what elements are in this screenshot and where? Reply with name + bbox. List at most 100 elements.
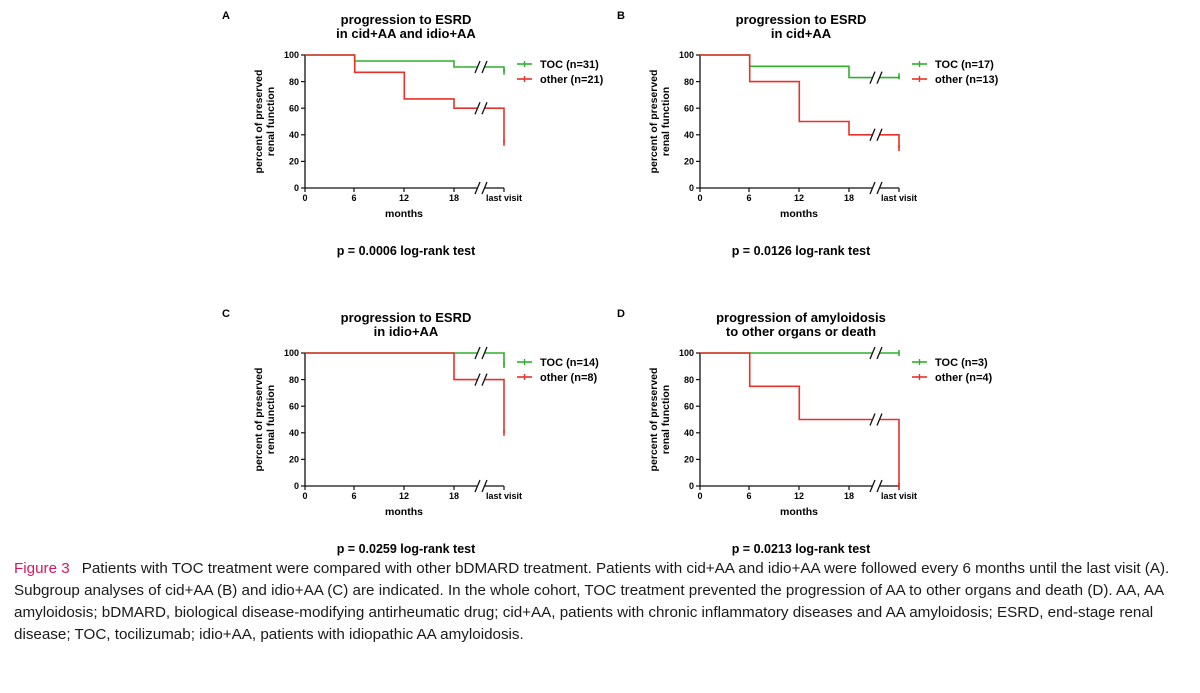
axis-break-mark bbox=[869, 71, 876, 84]
axis-break-mark bbox=[481, 346, 488, 360]
y-axis-label-line: renal function bbox=[265, 87, 277, 156]
y-tick-label: 60 bbox=[684, 103, 694, 113]
y-tick-label: 60 bbox=[289, 103, 299, 113]
y-tick-label: 20 bbox=[684, 157, 694, 167]
x-tick-label: 6 bbox=[351, 193, 356, 203]
legend-label-2: other (n=13) bbox=[935, 74, 999, 86]
panel-letter-b: B bbox=[617, 10, 625, 22]
y-tick-label: 0 bbox=[689, 183, 694, 193]
y-tick-label: 40 bbox=[289, 428, 299, 438]
panel-letter-d: D bbox=[617, 308, 625, 320]
y-tick-label: 20 bbox=[289, 455, 299, 465]
x-axis-label: months bbox=[780, 506, 818, 518]
series-line-2 bbox=[305, 352, 505, 433]
axis-break-gap bbox=[872, 131, 880, 138]
y-tick-label: 60 bbox=[289, 401, 299, 411]
x-tick-label: 6 bbox=[746, 193, 751, 203]
axis-break-mark bbox=[474, 373, 481, 386]
y-tick-label: 100 bbox=[679, 348, 694, 358]
y-axis-label-line: percent of preserved bbox=[648, 368, 660, 472]
x-tick-label: last visit bbox=[881, 193, 917, 203]
axis-break-gap bbox=[477, 63, 485, 70]
x-tick-label: last visit bbox=[486, 491, 522, 501]
panel-letter-a: A bbox=[222, 10, 230, 22]
x-tick-label: 6 bbox=[351, 491, 356, 501]
axis-break-mark bbox=[869, 128, 876, 142]
x-tick-label: 0 bbox=[302, 193, 307, 203]
x-tick-label: 18 bbox=[449, 491, 459, 501]
axis-break-mark bbox=[474, 101, 481, 115]
y-axis-label-line: percent of preserved bbox=[253, 368, 265, 472]
x-axis-label: months bbox=[385, 208, 423, 220]
axis-break-mark bbox=[481, 373, 488, 386]
x-tick-label: last visit bbox=[881, 491, 917, 501]
x-tick-label: 18 bbox=[449, 193, 459, 203]
p-value-label: p = 0.0126 log-rank test bbox=[732, 244, 871, 258]
axis-break-mark bbox=[481, 181, 488, 195]
y-tick-label: 20 bbox=[684, 455, 694, 465]
x-tick-label: last visit bbox=[486, 193, 522, 203]
y-tick-label: 100 bbox=[284, 348, 299, 358]
legend-label-2: other (n=21) bbox=[540, 74, 604, 86]
y-tick-label: 100 bbox=[679, 50, 694, 60]
axis-break-mark bbox=[876, 413, 883, 426]
legend-label-1: TOC (n=17) bbox=[935, 59, 994, 71]
axis-break-gap bbox=[477, 376, 485, 383]
y-axis-label-line: renal function bbox=[265, 385, 277, 454]
axis-break-gap bbox=[872, 185, 880, 191]
axis-break-mark bbox=[474, 346, 481, 360]
p-value-label: p = 0.0213 log-rank test bbox=[732, 542, 871, 556]
legend-label-2: other (n=4) bbox=[935, 372, 992, 384]
x-tick-label: 18 bbox=[844, 491, 854, 501]
x-tick-label: 0 bbox=[697, 193, 702, 203]
legend-label-2: other (n=8) bbox=[540, 372, 597, 384]
axis-break-gap bbox=[477, 483, 485, 489]
axis-break-gap bbox=[872, 350, 880, 356]
y-tick-label: 80 bbox=[289, 77, 299, 87]
legend-label-1: TOC (n=3) bbox=[935, 357, 988, 369]
axis-break-mark bbox=[869, 413, 876, 426]
axis-break-mark bbox=[474, 60, 481, 74]
series-line-2 bbox=[700, 54, 900, 149]
chart-title-line-1: progression to ESRD bbox=[341, 310, 472, 325]
series-line-1 bbox=[305, 352, 505, 365]
axis-break-mark bbox=[869, 346, 876, 360]
y-tick-label: 80 bbox=[684, 77, 694, 87]
y-tick-label: 0 bbox=[689, 481, 694, 491]
p-value-label: p = 0.0259 log-rank test bbox=[337, 542, 476, 556]
x-axis-label: months bbox=[780, 208, 818, 220]
y-tick-label: 40 bbox=[289, 130, 299, 140]
axis-break-mark bbox=[869, 181, 876, 195]
axis-break-mark bbox=[481, 60, 488, 74]
chart-title-line-2: in idio+AA bbox=[374, 324, 439, 339]
y-axis-label-line: percent of preserved bbox=[253, 70, 265, 174]
chart-title-line-1: progression to ESRD bbox=[736, 12, 867, 27]
y-tick-label: 40 bbox=[684, 428, 694, 438]
axis-break-gap bbox=[477, 105, 485, 112]
y-tick-label: 80 bbox=[289, 375, 299, 385]
y-axis-label: percent of preservedrenal function bbox=[253, 368, 277, 472]
legend-label-1: TOC (n=31) bbox=[540, 59, 599, 71]
y-axis-label-line: renal function bbox=[660, 385, 672, 454]
axis-break-mark bbox=[876, 479, 883, 493]
y-tick-label: 40 bbox=[684, 130, 694, 140]
series-line-2 bbox=[305, 54, 505, 143]
x-tick-label: 12 bbox=[794, 193, 804, 203]
x-tick-label: 18 bbox=[844, 193, 854, 203]
y-axis-label: percent of preservedrenal function bbox=[648, 70, 672, 174]
y-axis-label-line: percent of preserved bbox=[648, 70, 660, 174]
chart-title-line-2: in cid+AA and idio+AA bbox=[336, 26, 476, 41]
axis-break-mark bbox=[474, 181, 481, 195]
x-tick-label: 6 bbox=[746, 491, 751, 501]
chart-title-line-1: progression of amyloidosis bbox=[716, 310, 886, 325]
axis-break-gap bbox=[872, 74, 880, 81]
series-line-2 bbox=[700, 352, 900, 486]
series-line-1 bbox=[700, 54, 900, 79]
